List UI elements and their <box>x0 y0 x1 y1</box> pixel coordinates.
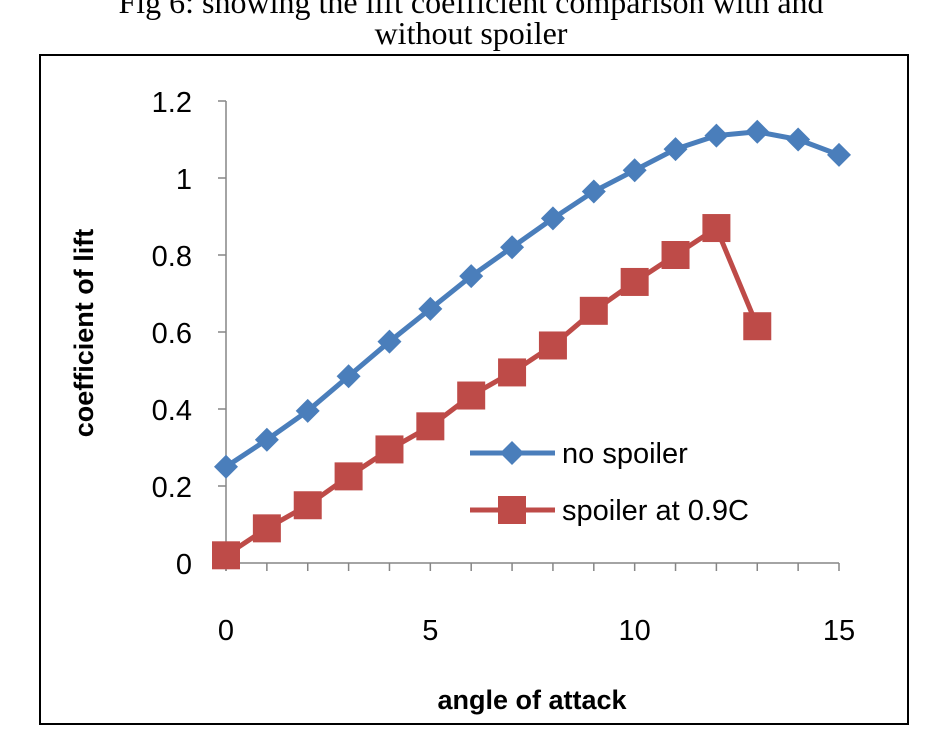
data-point <box>457 381 486 410</box>
legend-swatch-marker <box>500 441 524 465</box>
data-point <box>661 241 690 269</box>
series-spoiler-at-0-9c <box>212 214 772 570</box>
data-point <box>579 296 608 325</box>
y-tick-label: 0.2 <box>152 472 192 504</box>
legend-label: spoiler at 0.9C <box>562 495 749 527</box>
data-point <box>540 206 565 231</box>
data-point <box>377 329 402 354</box>
legend-item: no spoiler <box>470 438 688 470</box>
data-point <box>418 296 443 321</box>
data-point <box>334 462 363 491</box>
chart-border <box>39 54 909 725</box>
x-tick-label: 15 <box>823 615 855 647</box>
legend-label: no spoiler <box>562 438 688 470</box>
data-point <box>500 235 525 260</box>
data-point <box>375 435 404 464</box>
data-point <box>538 331 567 360</box>
x-tick-label: 5 <box>422 615 438 647</box>
data-point <box>745 119 770 144</box>
series-no-spoiler <box>214 119 851 479</box>
figure-caption-line-2: without spoiler <box>374 15 568 51</box>
y-tick-label: 1 <box>176 164 192 196</box>
y-axis-title: coefficient of lift <box>69 229 99 438</box>
data-point <box>786 127 811 152</box>
y-tick-label: 0.4 <box>152 395 192 427</box>
data-point <box>252 514 281 543</box>
data-point <box>827 142 851 167</box>
y-tick-label: 0.8 <box>152 241 192 273</box>
data-point <box>212 541 240 570</box>
data-point <box>663 137 688 162</box>
data-point <box>622 158 647 183</box>
data-point <box>295 398 320 423</box>
figure-caption-line-1: Fig 6: showing the lift coefficient comp… <box>118 0 824 20</box>
x-tick-label: 10 <box>619 615 651 647</box>
legend-swatch-marker <box>498 496 526 524</box>
x-axis-title: angle of attack <box>437 685 627 715</box>
data-point <box>702 214 731 243</box>
data-point <box>704 123 729 148</box>
legend-item: spoiler at 0.9C <box>470 495 749 527</box>
data-point <box>254 427 279 452</box>
data-point <box>459 264 484 289</box>
data-point <box>498 358 527 387</box>
data-point <box>416 412 445 441</box>
y-tick-label: 1.2 <box>152 87 192 119</box>
data-point <box>293 491 322 520</box>
y-tick-label: 0.6 <box>152 318 192 350</box>
data-point <box>620 267 649 296</box>
data-point <box>743 312 772 341</box>
x-tick-label: 0 <box>218 615 234 647</box>
y-tick-label: 0 <box>176 549 192 581</box>
data-point <box>214 454 238 479</box>
data-point <box>581 179 606 204</box>
data-point <box>336 364 361 389</box>
series-line <box>224 129 840 469</box>
